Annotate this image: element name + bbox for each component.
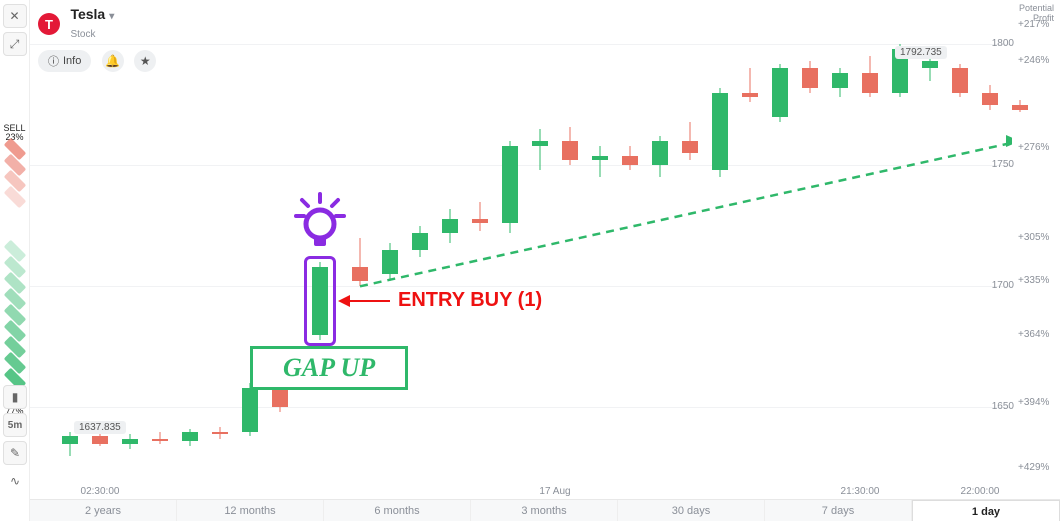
candle <box>210 427 230 439</box>
y-axis-price-label: 1700 <box>992 280 1014 291</box>
candle <box>830 68 850 97</box>
expand-button[interactable]: ⤢ <box>3 32 27 56</box>
info-button[interactable]: ⓘInfo <box>38 50 91 72</box>
y-axis-price-label: 1750 <box>992 159 1014 170</box>
asset-type: Stock <box>70 29 95 40</box>
candle <box>500 141 520 233</box>
candle <box>120 434 140 449</box>
gap-up-label: GAP UP <box>250 346 408 390</box>
candle <box>560 127 580 166</box>
candle <box>150 432 170 444</box>
x-axis-label: 21:30:00 <box>841 486 880 497</box>
draw-button[interactable]: ✎ <box>3 441 27 465</box>
favorite-button[interactable]: ★ <box>134 50 156 72</box>
sentiment-heat-buy <box>4 246 26 396</box>
left-tool-strip: ✕ ⤢ SELL23% BUY77% ▮ 5m ✎ ∿ <box>0 0 30 521</box>
timeframe-3-months[interactable]: 3 months <box>471 500 618 521</box>
info-icon: ⓘ <box>48 53 59 69</box>
candle <box>1010 100 1030 112</box>
candle <box>180 429 200 446</box>
candle <box>770 64 790 122</box>
timeframe-1-day[interactable]: 1 day <box>912 500 1060 521</box>
timeframe-12-months[interactable]: 12 months <box>177 500 324 521</box>
candle <box>620 146 640 170</box>
candle <box>980 85 1000 109</box>
candle <box>350 238 370 286</box>
sell-label: SELL23% <box>0 124 29 142</box>
y-axis-pct-label: +305% <box>1018 232 1049 243</box>
ticker-block[interactable]: Tesla ▾ Stock <box>70 6 114 42</box>
x-axis-label: 22:00:00 <box>961 486 1000 497</box>
caret-down-icon: ▾ <box>109 11 114 22</box>
y-axis-pct-label: +394% <box>1018 397 1049 408</box>
y-axis-price-label: 1650 <box>992 401 1014 412</box>
candle <box>710 88 730 178</box>
star-icon: ★ <box>140 54 151 68</box>
timeframe-30-days[interactable]: 30 days <box>618 500 765 521</box>
potential-profit-label: PotentialProfit <box>1019 4 1054 24</box>
candle <box>440 209 460 243</box>
candle <box>590 146 610 177</box>
entry-arrow-line <box>350 300 390 302</box>
x-axis-label: 17 Aug <box>539 486 570 497</box>
timeframe-2-years[interactable]: 2 years <box>30 500 177 521</box>
indicator-button[interactable]: ∿ <box>3 469 27 493</box>
y-axis-pct-label: +364% <box>1018 329 1049 340</box>
candle <box>240 383 260 436</box>
timeframe-6-months[interactable]: 6 months <box>324 500 471 521</box>
close-button[interactable]: ✕ <box>3 4 27 28</box>
y-axis-pct-label: +429% <box>1018 462 1049 473</box>
x-axis-label: 02:30:00 <box>81 486 120 497</box>
candlestick-chart[interactable]: 1800175017001650+217%+246%+276%+305%+335… <box>30 0 1012 499</box>
candle <box>380 243 400 282</box>
entry-highlight-box <box>304 256 336 345</box>
interval-button[interactable]: 5m <box>3 413 27 437</box>
candle <box>680 122 700 161</box>
candle <box>740 68 760 102</box>
tesla-logo-icon: T <box>38 13 60 35</box>
entry-arrow-icon <box>338 295 350 307</box>
sentiment-heat-sell <box>4 144 26 244</box>
idea-bulb-icon <box>292 192 348 259</box>
chart-header: T Tesla▾ Stock ⓘInfo 🔔 ★ PotentialProfit <box>30 0 1060 64</box>
bell-icon: 🔔 <box>105 54 120 68</box>
price-badge: 1637.835 <box>74 421 126 434</box>
entry-buy-label: ENTRY BUY (1) <box>398 289 542 312</box>
candle <box>650 136 670 177</box>
candle-style-button[interactable]: ▮ <box>3 385 27 409</box>
y-axis-pct-label: +335% <box>1018 275 1049 286</box>
timeframe-bar: 2 years12 months6 months3 months30 days7… <box>30 499 1060 521</box>
y-axis-pct-label: +276% <box>1018 142 1049 153</box>
candle <box>530 129 550 170</box>
candle <box>60 432 80 456</box>
timeframe-7-days[interactable]: 7 days <box>765 500 912 521</box>
candle <box>470 202 490 231</box>
ticker-name: Tesla <box>70 6 105 22</box>
candle <box>410 226 430 257</box>
alert-button[interactable]: 🔔 <box>102 50 124 72</box>
